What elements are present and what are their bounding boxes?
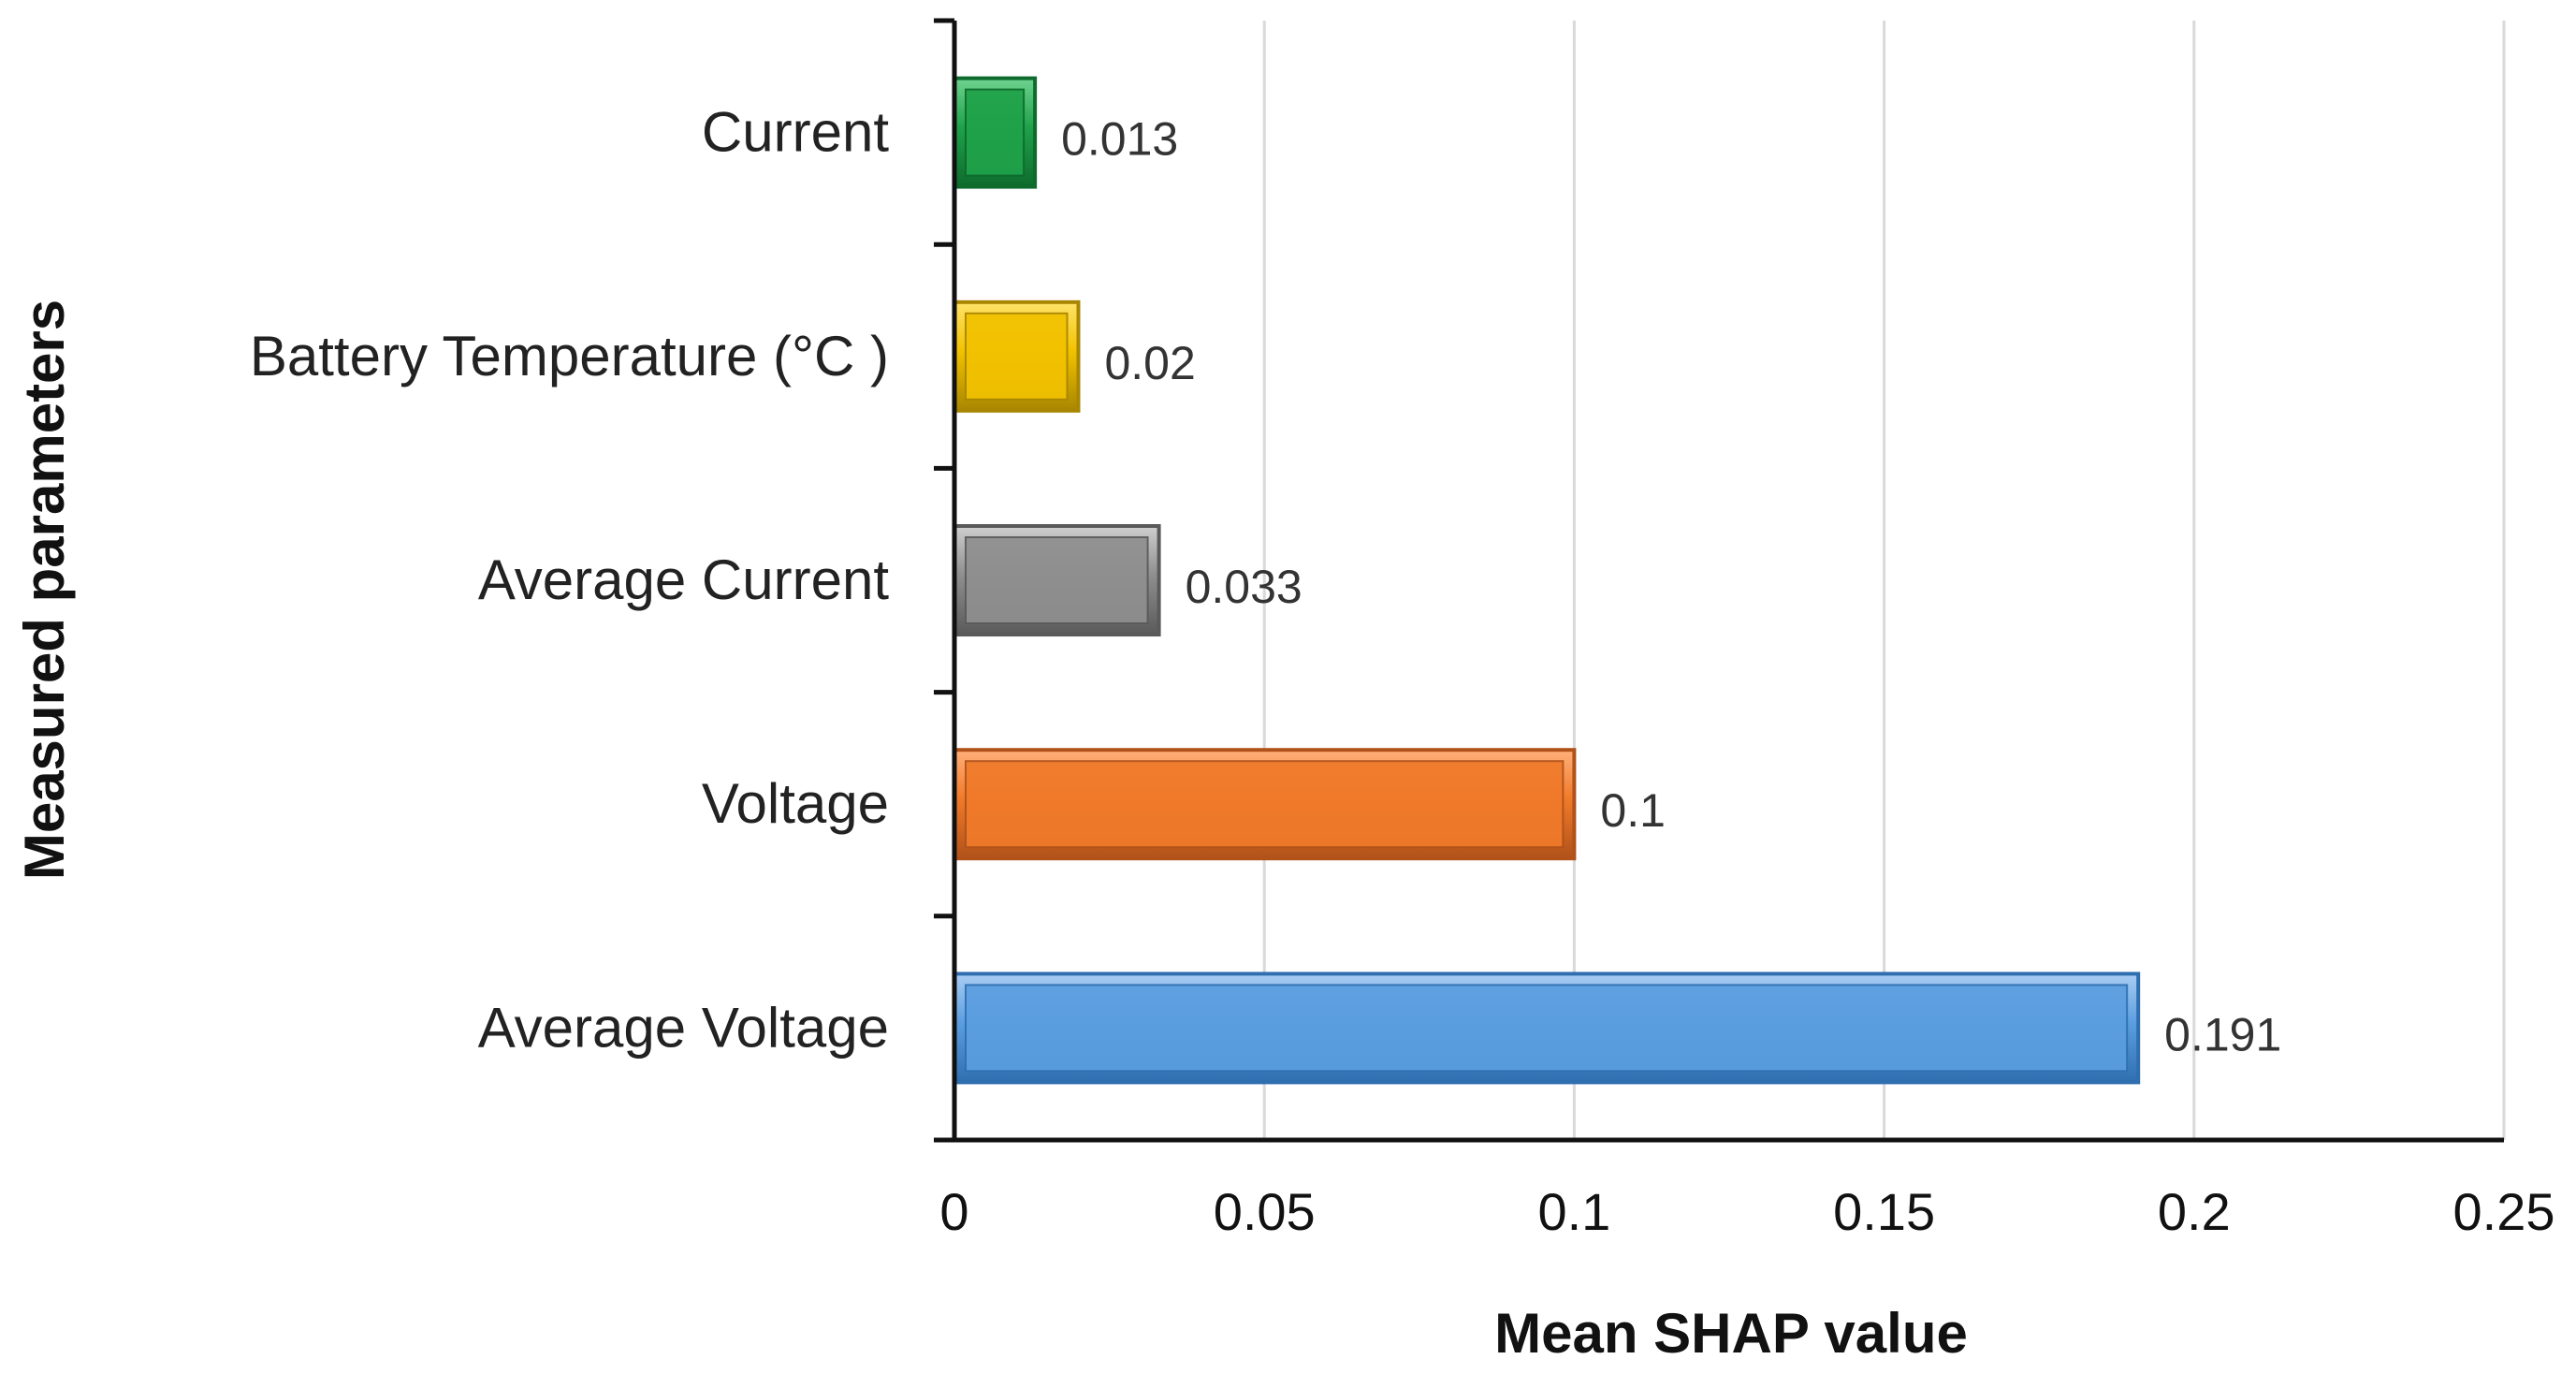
- data-label: 0.191: [2164, 1008, 2281, 1060]
- data-label: 0.013: [1061, 113, 1178, 166]
- category-label: Battery Temperature (°C ): [250, 325, 889, 387]
- category-label: Average Current: [478, 548, 889, 611]
- data-label: 0.1: [1600, 784, 1666, 837]
- category-label: Voltage: [702, 772, 889, 835]
- x-axis-title: Mean SHAP value: [1494, 1302, 1968, 1365]
- bar-face: [965, 984, 2129, 1073]
- y-axis-title: Measured parameters: [13, 300, 76, 880]
- bar-face: [965, 536, 1149, 624]
- x-tick-label: 0: [939, 1182, 968, 1241]
- gridlines: [1262, 21, 2506, 1140]
- data-label: 0.02: [1104, 337, 1195, 389]
- axes: [934, 18, 2504, 1143]
- bar-face: [965, 760, 1565, 849]
- labels: 0 0.05 0.1 0.15 0.2 0.25 Current 0.013 Battery T…: [250, 101, 2555, 1241]
- x-tick-label: 0.25: [2453, 1182, 2555, 1241]
- bars: [953, 76, 2141, 1085]
- bar-face: [965, 312, 1069, 401]
- bar-group: [953, 748, 1577, 861]
- data-label: 0.033: [1186, 561, 1303, 613]
- bar-group: [953, 524, 1161, 636]
- x-tick-label: 0.15: [1833, 1182, 1935, 1241]
- x-tick-label: 0.1: [1537, 1182, 1610, 1241]
- bar-group: [953, 972, 2141, 1085]
- x-tick-label: 0.05: [1214, 1182, 1316, 1241]
- category-label: Current: [702, 101, 889, 164]
- x-tick-label: 0.2: [2158, 1182, 2231, 1241]
- bar-face: [965, 88, 1026, 177]
- bar-group: [953, 300, 1081, 413]
- bar-group: [953, 76, 1038, 189]
- category-label: Average Voltage: [478, 996, 889, 1059]
